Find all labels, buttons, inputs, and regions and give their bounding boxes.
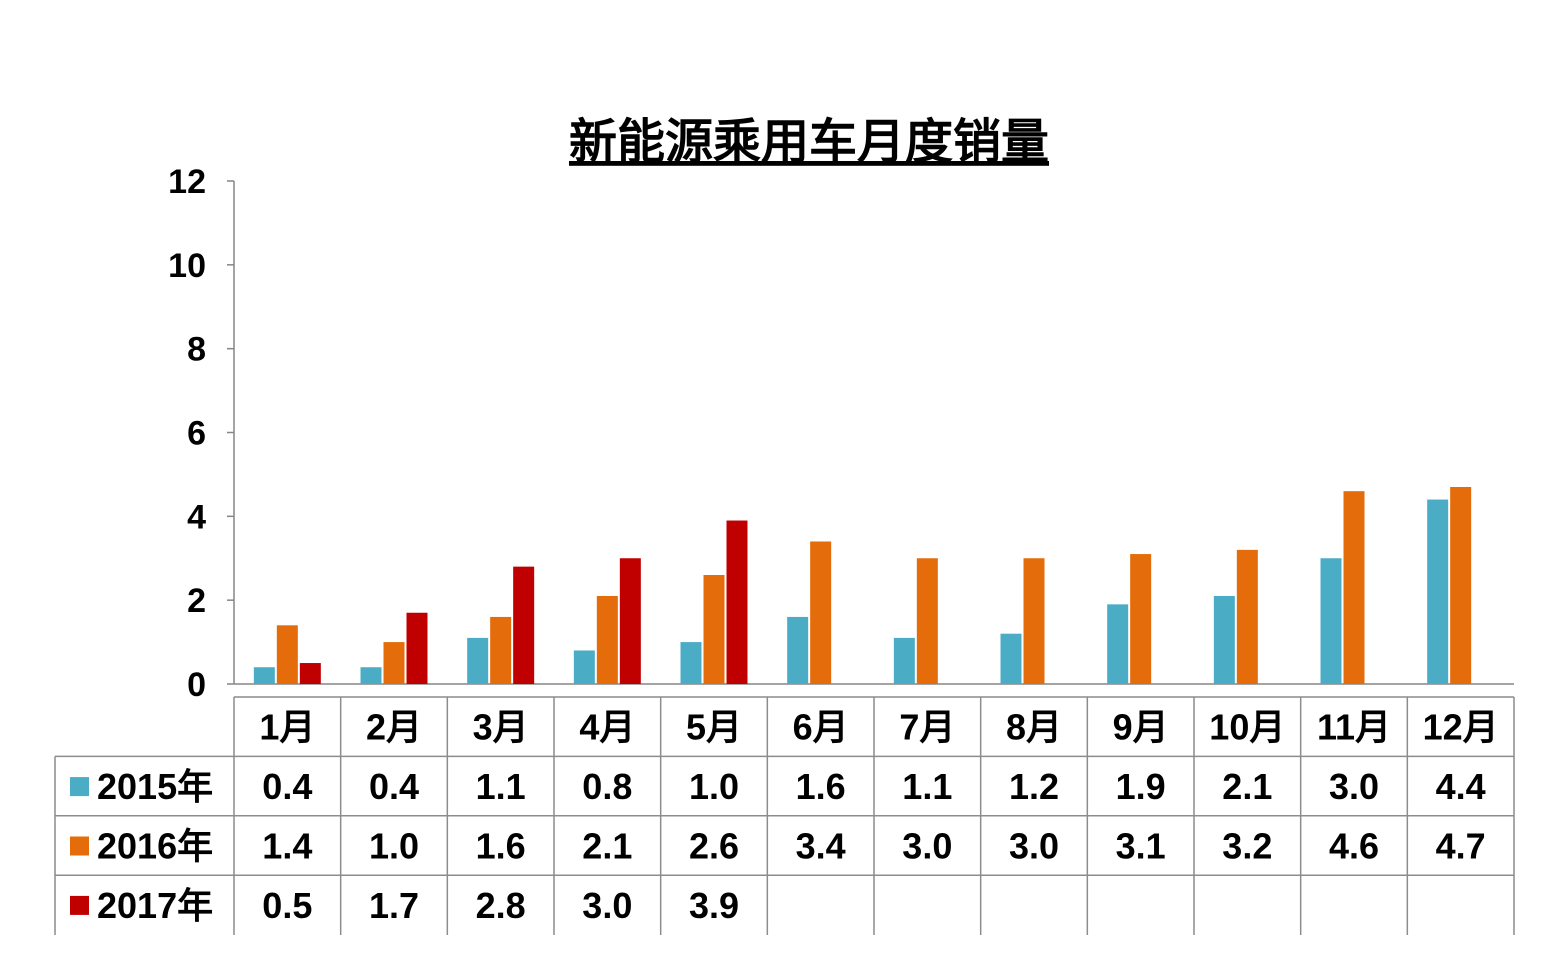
bar (383, 642, 405, 684)
bar (680, 642, 702, 684)
bar (893, 637, 915, 684)
y-tick-label: 8 (187, 331, 206, 369)
category-label: 4月 (579, 707, 635, 748)
data-label: 3.0 (1329, 766, 1379, 807)
data-label: 4.6 (1329, 826, 1379, 867)
category-label: 12月 (1423, 707, 1499, 748)
chart-title: 新能源乘用车月度销量 (569, 116, 1049, 169)
bar (787, 616, 809, 684)
data-label: 2.6 (689, 826, 739, 867)
category-label: 6月 (793, 707, 849, 748)
y-tick-label: 12 (168, 163, 206, 201)
bars (253, 486, 1472, 684)
data-label: 0.4 (369, 766, 419, 807)
data-label: 3.9 (689, 885, 739, 926)
data-label: 1.0 (369, 826, 419, 867)
bar (619, 558, 641, 684)
y-tick-label: 2 (187, 582, 206, 620)
bar (1236, 549, 1258, 684)
y-tick-label: 6 (187, 415, 206, 453)
data-label: 0.4 (262, 766, 312, 807)
category-label: 10月 (1209, 707, 1285, 748)
bar (360, 667, 382, 684)
bar (467, 637, 489, 684)
y-tick-label: 4 (187, 498, 206, 536)
bar (726, 520, 748, 684)
bar (1320, 558, 1342, 684)
data-label: 3.4 (796, 826, 846, 867)
category-label: 3月 (473, 707, 529, 748)
bar (703, 575, 725, 684)
bar (1000, 633, 1022, 684)
data-label: 1.9 (1116, 766, 1166, 807)
bar (490, 616, 512, 684)
bar (1107, 604, 1129, 684)
bar (406, 612, 428, 684)
data-label: 3.0 (902, 826, 952, 867)
category-label: 5月 (686, 707, 742, 748)
data-label: 1.6 (796, 766, 846, 807)
data-label: 2.1 (582, 826, 632, 867)
data-table: 1月 2月 3月 4月 5月 6月 7月 8月 9月 10月 11月 12月 2015年 0.4 0.4 1.… (54, 696, 1515, 935)
legend-swatch (70, 836, 89, 856)
bar (253, 667, 275, 684)
data-label: 3.0 (582, 885, 632, 926)
data-label: 2.1 (1222, 766, 1272, 807)
bar (810, 541, 832, 684)
bar (1343, 491, 1365, 684)
y-tick-label: 0 (187, 666, 206, 704)
data-label: 1.7 (369, 885, 419, 926)
data-label: 3.2 (1222, 826, 1272, 867)
data-label: 4.7 (1436, 826, 1486, 867)
data-label: 3.1 (1116, 826, 1166, 867)
bar (596, 595, 618, 684)
legend-label: 2017年 (97, 885, 213, 926)
data-label: 1.0 (689, 766, 739, 807)
legend-label: 2016年 (97, 826, 213, 867)
axes: 0 2 4 6 8 10 12 (168, 163, 1514, 704)
data-label: 0.8 (582, 766, 632, 807)
y-tick-label: 10 (168, 247, 206, 285)
bar (1213, 595, 1235, 684)
data-label: 2.8 (476, 885, 526, 926)
data-label: 1.6 (476, 826, 526, 867)
legend-swatch (70, 895, 89, 915)
bar (916, 558, 938, 684)
category-label: 2月 (366, 707, 422, 748)
bar (276, 625, 298, 684)
legend-swatch (70, 777, 89, 797)
category-label: 1月 (259, 707, 315, 748)
bar (1130, 554, 1152, 684)
bar (299, 663, 321, 684)
data-label: 1.4 (262, 826, 312, 867)
bar (1450, 486, 1472, 684)
category-label: 7月 (899, 707, 955, 748)
bar (573, 650, 595, 684)
category-label: 11月 (1317, 707, 1391, 748)
bar (513, 566, 535, 684)
data-label: 1.2 (1009, 766, 1059, 807)
category-label: 8月 (1006, 707, 1062, 748)
data-label: 1.1 (476, 766, 526, 807)
bar (1023, 558, 1045, 684)
bar (1427, 499, 1449, 684)
data-label: 1.1 (902, 766, 952, 807)
legend-label: 2015年 (97, 766, 213, 807)
data-label: 0.5 (262, 885, 312, 926)
category-label: 9月 (1113, 707, 1169, 748)
data-label: 3.0 (1009, 826, 1059, 867)
data-label: 4.4 (1436, 766, 1486, 807)
